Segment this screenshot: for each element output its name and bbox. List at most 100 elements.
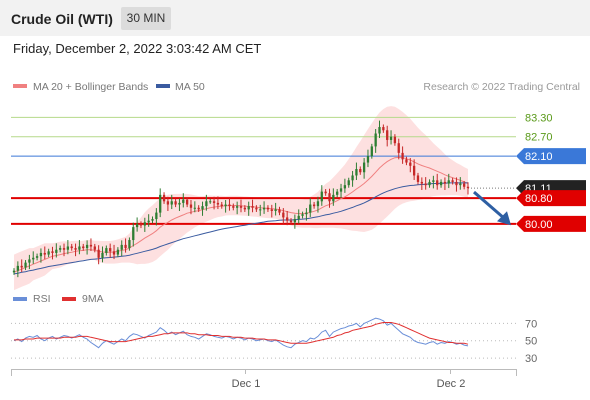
candle-body <box>239 206 243 208</box>
candle-body <box>16 265 20 271</box>
candle-body <box>109 248 112 252</box>
candle-body <box>432 180 435 182</box>
timeframe-button[interactable]: 30 MIN <box>121 7 171 30</box>
candle-body <box>366 156 370 163</box>
candle-body <box>82 246 85 249</box>
level-label-82-70: 82.70 <box>525 132 553 144</box>
level-tag-80-00 <box>516 215 586 232</box>
candle-body <box>59 248 62 250</box>
candle-body <box>47 251 50 255</box>
price-plot <box>11 106 516 291</box>
watermark-text: Research © 2022 Trading Central <box>423 81 580 93</box>
x-tick-label-dec2: Dec 2 <box>437 378 466 390</box>
candle-body <box>286 217 289 221</box>
candle-body <box>143 222 146 226</box>
candle-body <box>232 206 235 208</box>
candle-body <box>247 206 250 210</box>
rsi-plot: 70 50 30 <box>11 317 537 365</box>
candle-body <box>85 244 89 249</box>
candle-body <box>185 199 189 205</box>
candle-body <box>166 201 170 205</box>
candle-body <box>228 204 231 207</box>
candle-body <box>378 127 381 134</box>
candle-body <box>374 133 377 147</box>
candle-body <box>355 169 358 176</box>
candle-body <box>159 194 162 213</box>
candle-body <box>97 249 100 258</box>
candle-body <box>62 248 66 250</box>
candle-body <box>32 257 35 260</box>
candle-body <box>397 143 400 153</box>
candle-body <box>89 244 93 247</box>
candle-body <box>139 223 143 226</box>
rsi-tick-label-30: 30 <box>525 353 537 365</box>
candle-body <box>209 201 212 203</box>
candle-body <box>293 219 297 223</box>
candle-body <box>20 265 23 268</box>
candle-body <box>405 159 408 163</box>
candle-body <box>205 201 208 207</box>
candle-body <box>35 256 39 258</box>
candle-body <box>339 188 343 192</box>
candle-body <box>255 207 258 210</box>
candle-body <box>135 223 139 228</box>
candle-body <box>224 204 227 207</box>
candle-body <box>351 175 354 181</box>
candle-body <box>455 181 458 186</box>
candle-body <box>278 209 281 213</box>
x-tick-label-dec1: Dec 1 <box>232 378 261 390</box>
candle-body <box>439 181 443 186</box>
candle-body <box>24 262 27 268</box>
legend-swatch-ma20 <box>13 84 27 88</box>
candle-body <box>162 194 166 202</box>
candle-body <box>259 209 262 211</box>
candle-body <box>78 246 81 250</box>
header-bar: Crude Oil (WTI) 30 MIN <box>0 0 590 36</box>
candle-body <box>262 207 266 210</box>
rsi-tick-label-50: 50 <box>525 336 537 348</box>
candle-body <box>216 202 220 205</box>
candle-body <box>174 201 177 205</box>
candle-body <box>93 246 96 250</box>
candle-body <box>266 207 270 210</box>
candle-body <box>55 249 58 253</box>
candle-body <box>401 152 404 160</box>
candle-body <box>132 227 135 241</box>
candle-body <box>301 214 304 216</box>
candle-body <box>297 215 300 220</box>
candle-body <box>270 209 273 211</box>
candle-body <box>212 201 216 203</box>
legend-label-ma50: MA 50 <box>175 81 205 93</box>
candle-body <box>328 193 331 202</box>
candle-body <box>182 199 185 203</box>
candle-body <box>101 252 104 258</box>
candle-body <box>43 252 46 255</box>
candle-body <box>412 165 416 176</box>
candle-body <box>116 249 120 255</box>
candle-body <box>332 194 335 202</box>
datetime-label: Friday, December 2, 2022 3:03:42 AM CET <box>13 41 262 56</box>
candle-body <box>28 259 31 263</box>
candle-body <box>189 204 193 208</box>
level-tag-80-80 <box>516 190 586 207</box>
candle-body <box>347 180 350 186</box>
candle-body <box>428 181 431 186</box>
candle-body <box>112 251 116 255</box>
candle-body <box>324 191 327 194</box>
candle-body <box>274 209 277 211</box>
candle-body <box>312 204 316 207</box>
candle-body <box>197 207 200 210</box>
rsi-tick-label-70: 70 <box>525 318 537 330</box>
candle-body <box>282 212 285 218</box>
candle-body <box>343 185 347 189</box>
candle-body <box>120 244 123 250</box>
candle-body <box>316 201 320 207</box>
candle-body <box>128 240 131 249</box>
candle-body <box>443 181 447 184</box>
candle-body <box>359 169 362 173</box>
instrument-title: Crude Oil (WTI) <box>11 11 113 27</box>
candle-body <box>459 183 462 186</box>
legend-label-rsi: RSI <box>33 293 51 305</box>
candle-body <box>70 246 73 249</box>
